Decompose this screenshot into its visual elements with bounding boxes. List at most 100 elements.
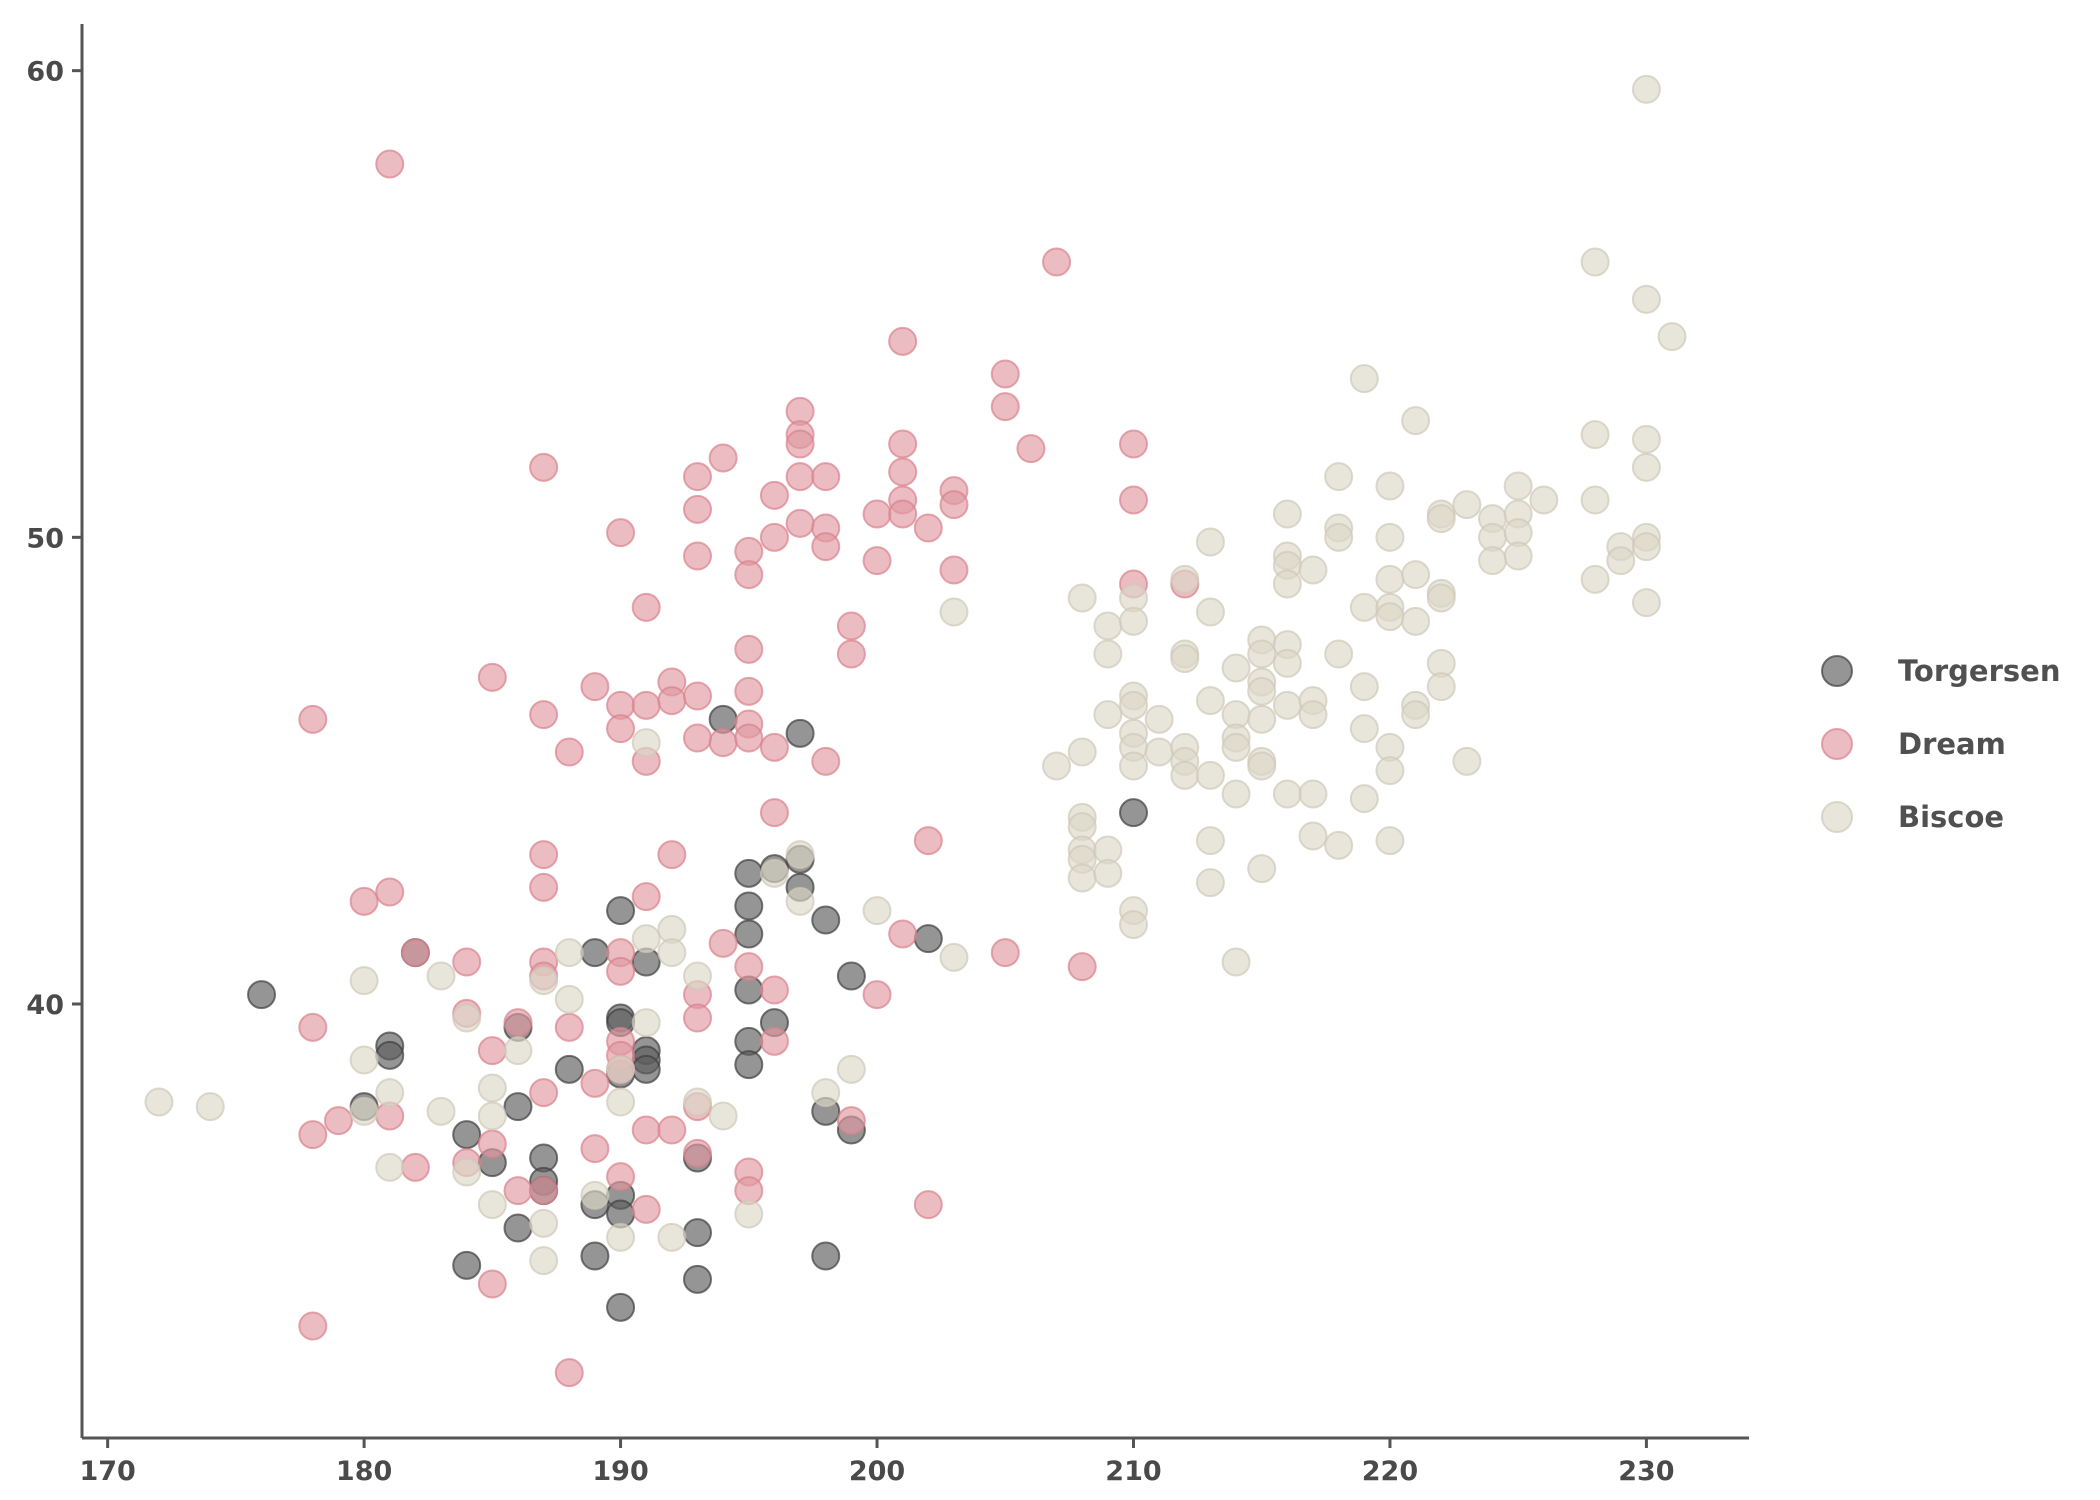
point-dream: [913, 1190, 943, 1220]
point-torgersen: [631, 1054, 661, 1084]
point-biscoe: [1195, 597, 1225, 627]
point-torgersen: [811, 1241, 841, 1271]
point-dream: [631, 1194, 661, 1224]
point-dream: [477, 1036, 507, 1066]
point-biscoe: [1452, 490, 1482, 520]
point-biscoe: [1631, 532, 1661, 562]
x-tick-label: 220: [1362, 1456, 1418, 1487]
point-dream: [734, 560, 764, 590]
point-biscoe: [606, 1222, 636, 1252]
point-dream: [734, 723, 764, 753]
point-biscoe: [1272, 569, 1302, 599]
x-tick-label: 180: [336, 1456, 392, 1487]
point-dream: [734, 676, 764, 706]
point-biscoe: [1170, 760, 1200, 790]
point-dream: [939, 490, 969, 520]
point-dream: [759, 1026, 789, 1056]
point-biscoe: [1298, 779, 1328, 809]
point-dream: [631, 592, 661, 622]
point-biscoe: [1631, 284, 1661, 314]
point-dream: [580, 1068, 610, 1098]
point-biscoe: [375, 1078, 405, 1108]
point-torgersen: [734, 891, 764, 921]
point-biscoe: [1580, 420, 1610, 450]
point-torgersen: [606, 896, 636, 926]
point-dream: [606, 1162, 636, 1192]
point-torgersen: [580, 1241, 610, 1271]
point-biscoe: [657, 1222, 687, 1252]
point-biscoe: [1324, 639, 1354, 669]
point-dream: [708, 443, 738, 473]
point-biscoe: [1195, 760, 1225, 790]
point-biscoe: [1195, 868, 1225, 898]
point-dream: [888, 326, 918, 356]
point-dream: [888, 429, 918, 459]
x-tick-label: 170: [79, 1456, 135, 1487]
point-biscoe: [1375, 564, 1405, 594]
point-biscoe: [1118, 910, 1148, 940]
point-dream: [631, 1115, 661, 1145]
ticks-layer: 170 180 190 200 210 220 230 40 50 60: [26, 57, 1674, 1487]
point-dream: [298, 1311, 328, 1341]
point-dream: [785, 508, 815, 538]
point-biscoe: [1580, 564, 1610, 594]
point-dream: [529, 1176, 559, 1206]
point-dream: [1042, 247, 1072, 277]
point-biscoe: [1349, 364, 1379, 394]
point-biscoe: [1247, 854, 1277, 884]
point-dream: [503, 1008, 533, 1038]
point-dream: [759, 798, 789, 828]
point-biscoe: [1503, 541, 1533, 571]
legend-item-biscoe: Biscoe: [1821, 800, 2004, 834]
point-biscoe: [1324, 462, 1354, 492]
point-torgersen: [836, 961, 866, 991]
point-dream: [323, 1106, 353, 1136]
point-biscoe: [554, 984, 584, 1014]
point-biscoe: [1631, 74, 1661, 104]
point-biscoe: [683, 1087, 713, 1117]
legend-label: Torgersen: [1898, 654, 2060, 688]
point-biscoe: [452, 1157, 482, 1187]
point-biscoe: [1478, 546, 1508, 576]
point-dream: [477, 662, 507, 692]
point-dream: [375, 149, 405, 179]
point-biscoe: [1375, 522, 1405, 552]
point-biscoe: [1093, 611, 1123, 641]
point-dream: [683, 494, 713, 524]
point-biscoe: [426, 961, 456, 991]
point-dream: [888, 919, 918, 949]
point-biscoe: [1401, 406, 1431, 436]
legend-label: Dream: [1898, 727, 2006, 761]
point-dream: [708, 728, 738, 758]
point-dream: [477, 1129, 507, 1159]
point-dream: [554, 737, 584, 767]
legend-item-torgersen: Torgersen: [1821, 654, 2060, 688]
point-biscoe: [1118, 606, 1148, 636]
point-dream: [862, 499, 892, 529]
point-dream: [529, 700, 559, 730]
point-biscoe: [1631, 588, 1661, 618]
point-dream: [785, 429, 815, 459]
point-biscoe: [1375, 602, 1405, 632]
point-biscoe: [1503, 471, 1533, 501]
point-biscoe: [1426, 583, 1456, 613]
point-dream: [683, 723, 713, 753]
point-dream: [759, 522, 789, 552]
y-tick-label: 40: [26, 990, 64, 1021]
point-torgersen: [683, 1264, 713, 1294]
point-biscoe: [1349, 672, 1379, 702]
point-dream: [990, 938, 1020, 968]
point-biscoe: [1580, 247, 1610, 277]
point-biscoe: [1375, 826, 1405, 856]
point-biscoe: [1401, 700, 1431, 730]
point-biscoe: [477, 1101, 507, 1131]
point-biscoe: [1349, 784, 1379, 814]
legend-marker: [1821, 728, 1853, 760]
point-dream: [657, 840, 687, 870]
point-biscoe: [631, 1008, 661, 1038]
point-torgersen: [452, 1120, 482, 1150]
point-biscoe: [1067, 863, 1097, 893]
point-biscoe: [1298, 700, 1328, 730]
point-torgersen: [811, 905, 841, 935]
point-biscoe: [1452, 746, 1482, 776]
